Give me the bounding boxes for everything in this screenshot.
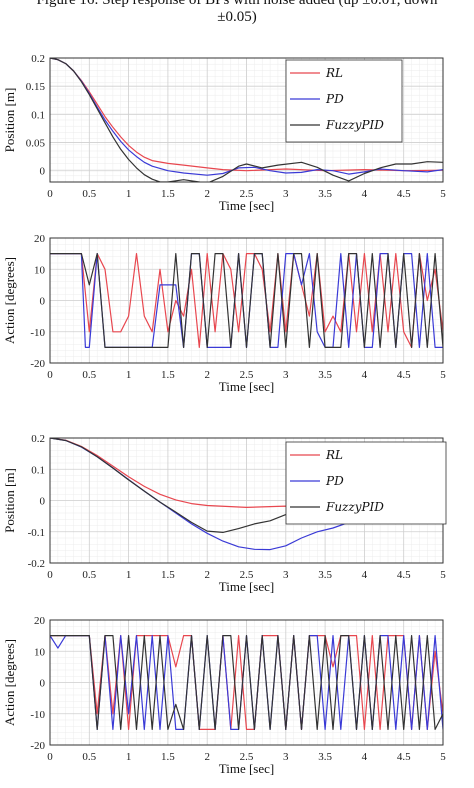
y-tick-label: 0 [40, 496, 46, 508]
x-tick-label: 1 [126, 369, 132, 381]
y-tick-label: 20 [34, 615, 46, 627]
x-tick-label: 3.5 [318, 751, 332, 763]
x-tick-label: 4 [362, 751, 368, 763]
chart-1: 0 0.5 1 1.5 2 2.5 3 3.5 4 4.5 5 0.2 0.15 0.1 0.05 0 Time… [2, 53, 446, 213]
x-tick-label: 3.5 [318, 188, 332, 200]
legend-box [285, 59, 403, 143]
x-tick-label: 4.5 [397, 188, 411, 200]
chart-3: 0 0.5 1 1.5 2 2.5 3 3.5 4 4.5 5 0.2 0.1 0 -0.1 -0.2 Time… [2, 433, 447, 594]
y-tick-label: 0.1 [31, 464, 45, 476]
x-tick-label: 1 [126, 188, 132, 200]
x-tick-label: 0 [47, 369, 53, 381]
legend-label-rl: RL [325, 448, 343, 462]
x-tick-label: 3.5 [318, 569, 332, 581]
x-tick-label: 2.5 [240, 569, 254, 581]
x-tick-label: 1 [126, 569, 132, 581]
x-tick-label: 4.5 [397, 569, 411, 581]
x-tick-label: 5 [440, 751, 446, 763]
y-tick-label: -10 [30, 709, 45, 721]
y-axis-label: Action [degrees] [2, 257, 17, 344]
x-tick-label: 1.5 [161, 569, 175, 581]
y-tick-label: 0.1 [31, 109, 45, 121]
x-axis-label: Time [sec] [219, 761, 275, 776]
series-group [50, 634, 443, 731]
x-tick-label: 3.5 [318, 369, 332, 381]
y-axis-label: Position [m] [2, 468, 17, 533]
plot-frame [49, 57, 444, 183]
figure-caption-line-1: Figure 16: Step response of BPs with noi… [36, 0, 438, 8]
x-tick-label: 3 [283, 188, 289, 200]
x-tick-label: 3 [283, 751, 289, 763]
y-tick-label: 0 [40, 296, 46, 308]
x-tick-label: 0 [47, 751, 53, 763]
y-tick-label: 20 [34, 233, 46, 245]
x-tick-label: 3 [283, 369, 289, 381]
legend-label-fuzzypid: FuzzyPID [325, 500, 384, 514]
y-tick-label: 0.05 [26, 138, 46, 150]
x-axis-label: Time [sec] [219, 198, 275, 213]
x-tick-label: 4 [362, 369, 368, 381]
x-tick-label: 2.5 [240, 188, 254, 200]
y-tick-label: 10 [34, 264, 46, 276]
x-axis-label: Time [sec] [219, 379, 275, 394]
legend: RL PD FuzzyPID [285, 59, 403, 143]
series-line-rl [50, 253, 443, 348]
y-tick-label: 0.2 [31, 53, 45, 65]
figure-caption-line-2: ±0.05) [217, 9, 257, 25]
series-line-fuzzypid [50, 58, 443, 182]
x-tick-label: 1.5 [161, 751, 175, 763]
x-tick-label: 5 [440, 188, 446, 200]
y-tick-label: -0.2 [28, 558, 45, 570]
plot-frame [49, 619, 444, 746]
y-tick-label: 0.15 [26, 81, 46, 93]
y-tick-label: -20 [30, 740, 45, 752]
legend-box [285, 441, 447, 525]
chart-2: 0 0.5 1 1.5 2 2.5 3 3.5 4 4.5 5 20 10 0 -10 -20 Time [se… [2, 233, 446, 394]
x-tick-label: 0.5 [82, 369, 96, 381]
y-tick-label: 0 [40, 678, 46, 690]
x-tick-label: 1.5 [161, 369, 175, 381]
legend-label-pd: PD [325, 92, 344, 106]
x-tick-label: 2.5 [240, 751, 254, 763]
series-group [50, 253, 443, 348]
y-tick-label: 0 [40, 166, 46, 178]
y-tick-label: -20 [30, 358, 45, 370]
y-tick-label: 10 [34, 646, 46, 658]
x-tick-label: 0.5 [82, 569, 96, 581]
x-tick-label: 1.5 [161, 188, 175, 200]
y-tick-label: 0.2 [31, 433, 45, 445]
y-tick-label: -10 [30, 327, 45, 339]
legend-label-rl: RL [325, 66, 343, 80]
y-axis-label: Position [m] [2, 88, 17, 153]
x-tick-label: 0.5 [82, 188, 96, 200]
x-tick-label: 2 [204, 188, 210, 200]
legend: RL PD FuzzyPID [285, 441, 447, 525]
x-tick-label: 3 [283, 569, 289, 581]
series-line-fuzzypid [50, 253, 443, 348]
x-tick-label: 5 [440, 569, 446, 581]
x-tick-label: 0.5 [82, 751, 96, 763]
legend-label-fuzzypid: FuzzyPID [325, 118, 384, 132]
x-tick-label: 0 [47, 188, 53, 200]
series-group [50, 58, 443, 182]
x-tick-label: 2 [204, 751, 210, 763]
chart-4: 0 0.5 1 1.5 2 2.5 3 3.5 4 4.5 5 20 10 0 -10 -20 Time [se… [2, 615, 446, 776]
legend-label-pd: PD [325, 474, 344, 488]
x-tick-label: 1 [126, 751, 132, 763]
series-line-fuzzypid [50, 634, 443, 731]
y-tick-label: -0.1 [28, 527, 45, 539]
x-tick-label: 4 [362, 569, 368, 581]
x-tick-label: 4 [362, 188, 368, 200]
plot-frame [49, 237, 444, 364]
x-axis-label: Time [sec] [219, 579, 275, 594]
x-tick-label: 2 [204, 369, 210, 381]
x-tick-label: 2 [204, 569, 210, 581]
x-tick-label: 2.5 [240, 369, 254, 381]
y-axis-label: Action [degrees] [2, 639, 17, 726]
x-tick-label: 0 [47, 569, 53, 581]
x-tick-label: 4.5 [397, 369, 411, 381]
x-tick-label: 4.5 [397, 751, 411, 763]
x-tick-label: 5 [440, 369, 446, 381]
